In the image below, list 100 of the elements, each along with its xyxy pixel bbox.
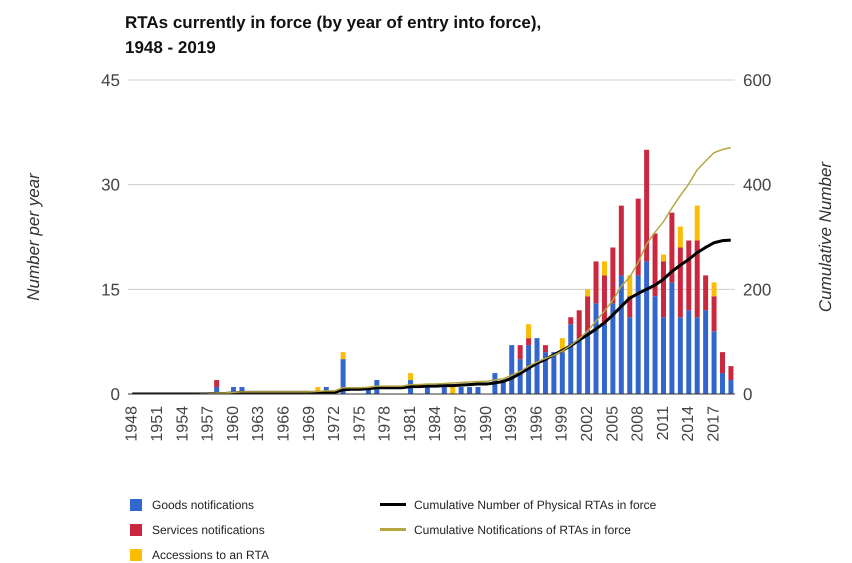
bar [728, 366, 734, 380]
bar [694, 240, 700, 318]
bar [694, 317, 700, 394]
bar [618, 275, 624, 394]
bar [720, 373, 725, 394]
bar [585, 289, 590, 296]
bar [703, 310, 708, 394]
bar [518, 345, 523, 360]
y-axis-title: Number per year [24, 172, 44, 301]
y-tick-label: 0 [110, 385, 120, 404]
bar [458, 387, 464, 394]
x-tick-label: 1957 [200, 406, 217, 442]
y-tick-label: 30 [101, 176, 120, 195]
bar [467, 387, 472, 394]
x-tick-label: 2002 [578, 406, 596, 442]
bar [585, 331, 590, 394]
bar [585, 296, 590, 332]
bar [568, 324, 574, 394]
x-tick-label: 1987 [452, 406, 470, 442]
bar [720, 352, 725, 374]
bar [214, 380, 220, 388]
y2-tick-label: 0 [743, 385, 752, 404]
legend-label: Accessions to an RTA [152, 548, 269, 562]
chart-title: RTAs currently in force (by year of entry into force), 1948 - 2019 [125, 12, 542, 59]
bar [542, 352, 548, 394]
y2-tick-label: 600 [743, 71, 772, 90]
bar [408, 373, 414, 380]
bar [568, 317, 574, 324]
bar [526, 324, 532, 338]
x-tick-label: 1993 [503, 406, 520, 442]
bar [712, 296, 717, 332]
x-tick-label: 1975 [351, 406, 368, 442]
bar [576, 338, 582, 394]
bar [652, 296, 658, 394]
bar [636, 198, 641, 276]
bar [669, 282, 674, 394]
bar [712, 331, 717, 394]
x-tick-label: 1990 [478, 406, 495, 442]
x-tick-label: 2014 [680, 406, 698, 442]
bar [594, 261, 599, 304]
bar [660, 317, 666, 394]
x-tick-label: 1966 [275, 406, 292, 442]
bar [652, 234, 658, 296]
bar [542, 345, 548, 352]
x-tick-label: 1996 [528, 406, 546, 442]
bar [610, 303, 616, 394]
bar [560, 352, 565, 394]
legend-label: Goods notifications [152, 498, 254, 512]
y2-tick-label: 200 [743, 280, 772, 300]
legend-label: Services notifications [152, 522, 265, 536]
bar [686, 310, 692, 394]
bar [686, 240, 692, 310]
bar [678, 226, 683, 248]
bar [660, 261, 666, 318]
legend-label: Cumulative Number of Physical RTAs in force [414, 498, 656, 512]
bar [644, 150, 650, 262]
x-tick-label: 1969 [300, 406, 318, 442]
x-tick-label: 1951 [149, 406, 166, 442]
x-tick-label: 2011 [654, 406, 672, 440]
x-tick-label: 1972 [326, 406, 344, 442]
x-tick-label: 1981 [402, 406, 419, 442]
bar [678, 317, 683, 394]
bar [526, 338, 532, 346]
bar [660, 254, 666, 262]
x-tick-label: 2017 [705, 406, 722, 442]
bar [627, 317, 632, 394]
x-tick-label: 1960 [224, 406, 242, 442]
x-tick-label: 1948 [124, 406, 141, 442]
x-tick-label: 1984 [427, 406, 444, 442]
bar [728, 380, 734, 394]
x-tick-label: 2005 [604, 406, 622, 442]
y2-tick-label: 400 [743, 176, 772, 195]
y-tick-label: 15 [101, 280, 120, 300]
bar [476, 387, 481, 394]
bar [340, 352, 346, 360]
bar [450, 387, 456, 394]
bar [526, 345, 532, 394]
bar [694, 206, 700, 240]
bar [703, 275, 708, 310]
bar [712, 282, 717, 296]
bar [644, 261, 650, 394]
x-tick-label: 1963 [250, 406, 268, 442]
bar [610, 247, 616, 304]
bar [602, 324, 607, 394]
bar [678, 247, 683, 318]
y2-axis-title: Cumulative Number [816, 160, 836, 312]
bar [594, 303, 599, 394]
x-tick-label: 1999 [554, 406, 571, 442]
y-tick-label: 45 [101, 71, 120, 90]
bar [576, 310, 582, 338]
x-tick-label: 1954 [174, 406, 192, 442]
bar [534, 338, 540, 394]
bar [669, 212, 674, 282]
bar [602, 261, 607, 276]
legend-label: Cumulative Notifications of RTAs in force [414, 522, 631, 536]
bar [551, 352, 556, 394]
bar [442, 387, 447, 394]
x-tick-label: 2008 [630, 406, 647, 442]
bar [618, 206, 624, 276]
x-tick-label: 1978 [376, 406, 394, 442]
